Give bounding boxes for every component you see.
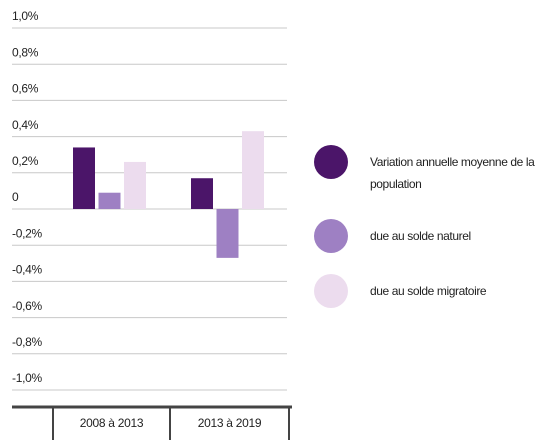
legend-swatch bbox=[314, 274, 348, 308]
x-tick-label: 2008 à 2013 bbox=[80, 416, 144, 430]
y-tick-label: 1,0% bbox=[12, 9, 39, 23]
y-tick-label: -0,2% bbox=[12, 226, 42, 240]
legend-label: due au solde naturel bbox=[370, 229, 471, 243]
y-tick-label: 0 bbox=[12, 190, 19, 204]
bar bbox=[216, 209, 239, 258]
bar bbox=[191, 178, 213, 209]
bar bbox=[73, 147, 95, 209]
y-tick-label: -0,6% bbox=[12, 299, 42, 313]
bar bbox=[124, 161, 146, 209]
x-tick-label: 2013 à 2019 bbox=[198, 416, 262, 430]
y-tick-label: -0,8% bbox=[12, 335, 42, 349]
legend-swatch bbox=[314, 219, 348, 253]
y-tick-label: -0,4% bbox=[12, 263, 42, 277]
legend-label: due au solde migratoire bbox=[370, 284, 487, 298]
bar bbox=[242, 131, 264, 209]
y-tick-label: -1,0% bbox=[12, 371, 42, 385]
bar bbox=[98, 192, 121, 209]
y-tick-label: 0,6% bbox=[12, 82, 39, 96]
y-tick-label: 0,2% bbox=[12, 154, 39, 168]
legend-label: Variation annuelle moyenne de la populat… bbox=[370, 155, 535, 191]
y-tick-label: 0,8% bbox=[12, 45, 39, 59]
legend-swatch bbox=[314, 145, 348, 179]
y-tick-label: 0,4% bbox=[12, 118, 39, 132]
